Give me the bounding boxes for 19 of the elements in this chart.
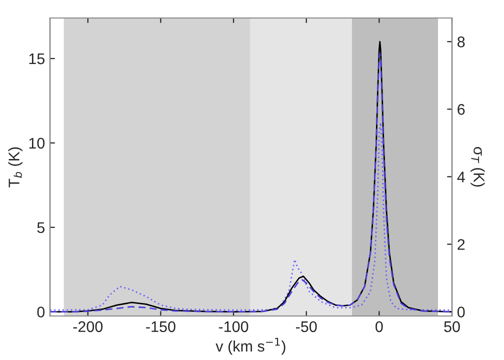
y-tick-label: 0 [37, 306, 45, 318]
y-tick-label: 5 [37, 222, 44, 234]
y2-tick-label: 0 [457, 306, 465, 318]
x-tick-label: 50 [444, 321, 460, 332]
y2-axis-title: σ$_{T}$ (K) [470, 147, 485, 187]
x-tick-label: -100 [218, 321, 248, 332]
x-tick-label: -200 [73, 321, 103, 332]
y-tick-label: 15 [29, 54, 44, 64]
y2-tick-label: 4 [457, 172, 465, 182]
y-tick-label: 10 [29, 138, 45, 149]
x-axis-title: v (km s$^{−1}$) [216, 338, 286, 355]
y2-tick-label: 6 [458, 104, 465, 115]
y2-tick-label: 8 [458, 36, 465, 48]
y2-tick-label: 2 [458, 239, 465, 250]
line-series [50, 122, 452, 311]
x-tick-label: -50 [296, 321, 317, 332]
y-axis-title: T$_{b}$ (K) [8, 147, 22, 188]
x-tick-label: 0 [376, 321, 383, 332]
x-tick-label: -150 [146, 321, 176, 332]
